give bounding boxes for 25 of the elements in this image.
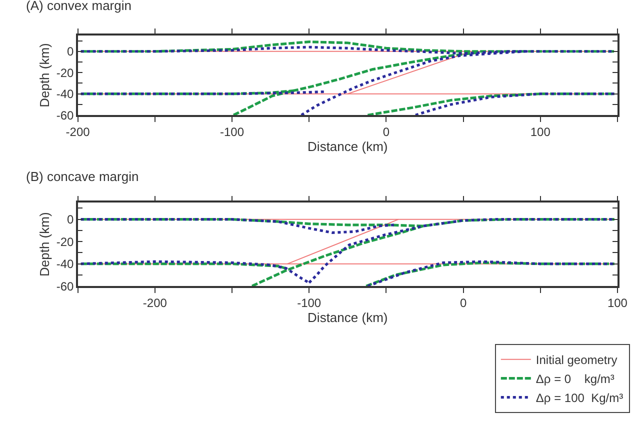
y-tick-label: -40 <box>56 87 74 102</box>
x-tick-label: 0 <box>382 125 390 140</box>
y-axis-title: Depth (km) <box>36 43 52 108</box>
y-tick-label: -40 <box>56 257 74 272</box>
y-tick-label: -20 <box>56 234 74 249</box>
chart-title: (B) concave margin <box>26 169 139 184</box>
y-tick-label: -60 <box>56 108 74 122</box>
x-tick-label: -200 <box>66 125 90 140</box>
y-tick-label: -20 <box>56 66 74 80</box>
x-tick-label: 100 <box>607 296 628 310</box>
x-axis-title: Distance (km) <box>308 310 388 326</box>
y-axis-title: Depth (km) <box>36 212 52 277</box>
y-tick-label: 0 <box>66 44 74 59</box>
x-tick-label: 0 <box>460 296 467 310</box>
legend-label: Initial geometry <box>536 353 618 368</box>
y-tick-label: -60 <box>56 279 74 294</box>
y-tick-label: 0 <box>66 212 74 227</box>
legend-label: Δρ = 0 kg/m³ <box>536 372 614 386</box>
legend-label: Δρ = 100 Kg/m³ <box>536 391 624 406</box>
x-axis-title: Distance (km) <box>308 139 388 154</box>
x-tick-label: -100 <box>297 296 322 310</box>
chart-title: (A) convex margin <box>26 0 132 13</box>
x-tick-label: -100 <box>220 125 244 140</box>
x-tick-label: -200 <box>142 296 168 310</box>
x-tick-label: 100 <box>530 125 551 140</box>
